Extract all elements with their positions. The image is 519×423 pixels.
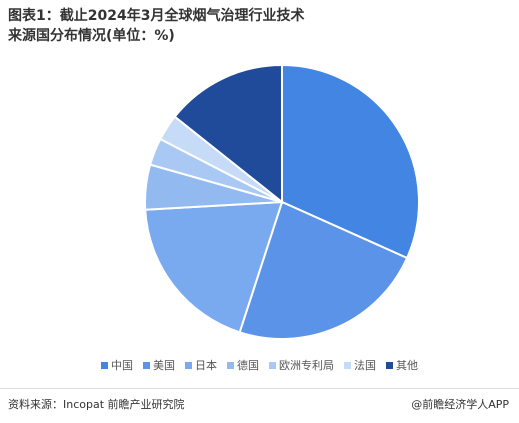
legend-swatch	[269, 361, 276, 369]
legend-label: 美国	[153, 359, 175, 372]
legend-swatch	[185, 361, 192, 369]
legend-label: 欧洲专利局	[279, 359, 334, 372]
legend-swatch	[386, 361, 393, 369]
legend-item: 中国	[101, 357, 133, 373]
legend-item: 日本	[185, 357, 217, 373]
legend-item: 其他	[386, 357, 418, 373]
legend-label: 德国	[237, 359, 259, 372]
legend-swatch	[143, 361, 150, 369]
pie-slice	[238, 200, 409, 340]
legend-swatch	[344, 361, 351, 369]
pie-slice	[144, 200, 284, 334]
legend-label: 法国	[354, 359, 376, 372]
legend-label: 中国	[111, 359, 133, 372]
pie-slice	[281, 63, 420, 260]
legend-swatch	[101, 361, 108, 369]
legend-label: 其他	[396, 359, 418, 372]
source: 资料来源：Incopat 前瞻产业研究院	[8, 398, 185, 411]
pie-slice	[173, 63, 283, 205]
legend-swatch	[227, 361, 234, 369]
legend-item: 欧洲专利局	[269, 357, 334, 373]
legend: 中国 美国 日本 德国 欧洲专利局 法国 其他	[0, 357, 519, 373]
divider	[0, 388, 519, 389]
legend-label: 日本	[195, 359, 217, 372]
legend-item: 法国	[344, 357, 376, 373]
legend-item: 德国	[227, 357, 259, 373]
legend-item: 美国	[143, 357, 175, 373]
brand: @前瞻经济学人APP	[411, 398, 509, 411]
chart-title: 图表1：截止2024年3月全球烟气治理行业技术来源国分布情况(单位：%)	[8, 8, 305, 44]
